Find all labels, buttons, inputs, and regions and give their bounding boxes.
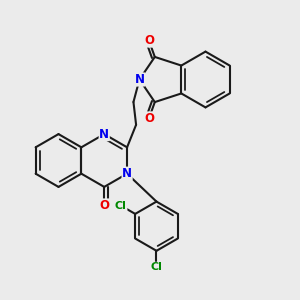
Text: N: N bbox=[122, 167, 132, 180]
Text: N: N bbox=[134, 73, 145, 86]
Text: O: O bbox=[144, 112, 154, 125]
Text: Cl: Cl bbox=[115, 201, 127, 211]
Text: N: N bbox=[99, 128, 109, 141]
Text: Cl: Cl bbox=[151, 262, 162, 272]
Text: O: O bbox=[99, 199, 109, 212]
Text: O: O bbox=[144, 34, 154, 47]
